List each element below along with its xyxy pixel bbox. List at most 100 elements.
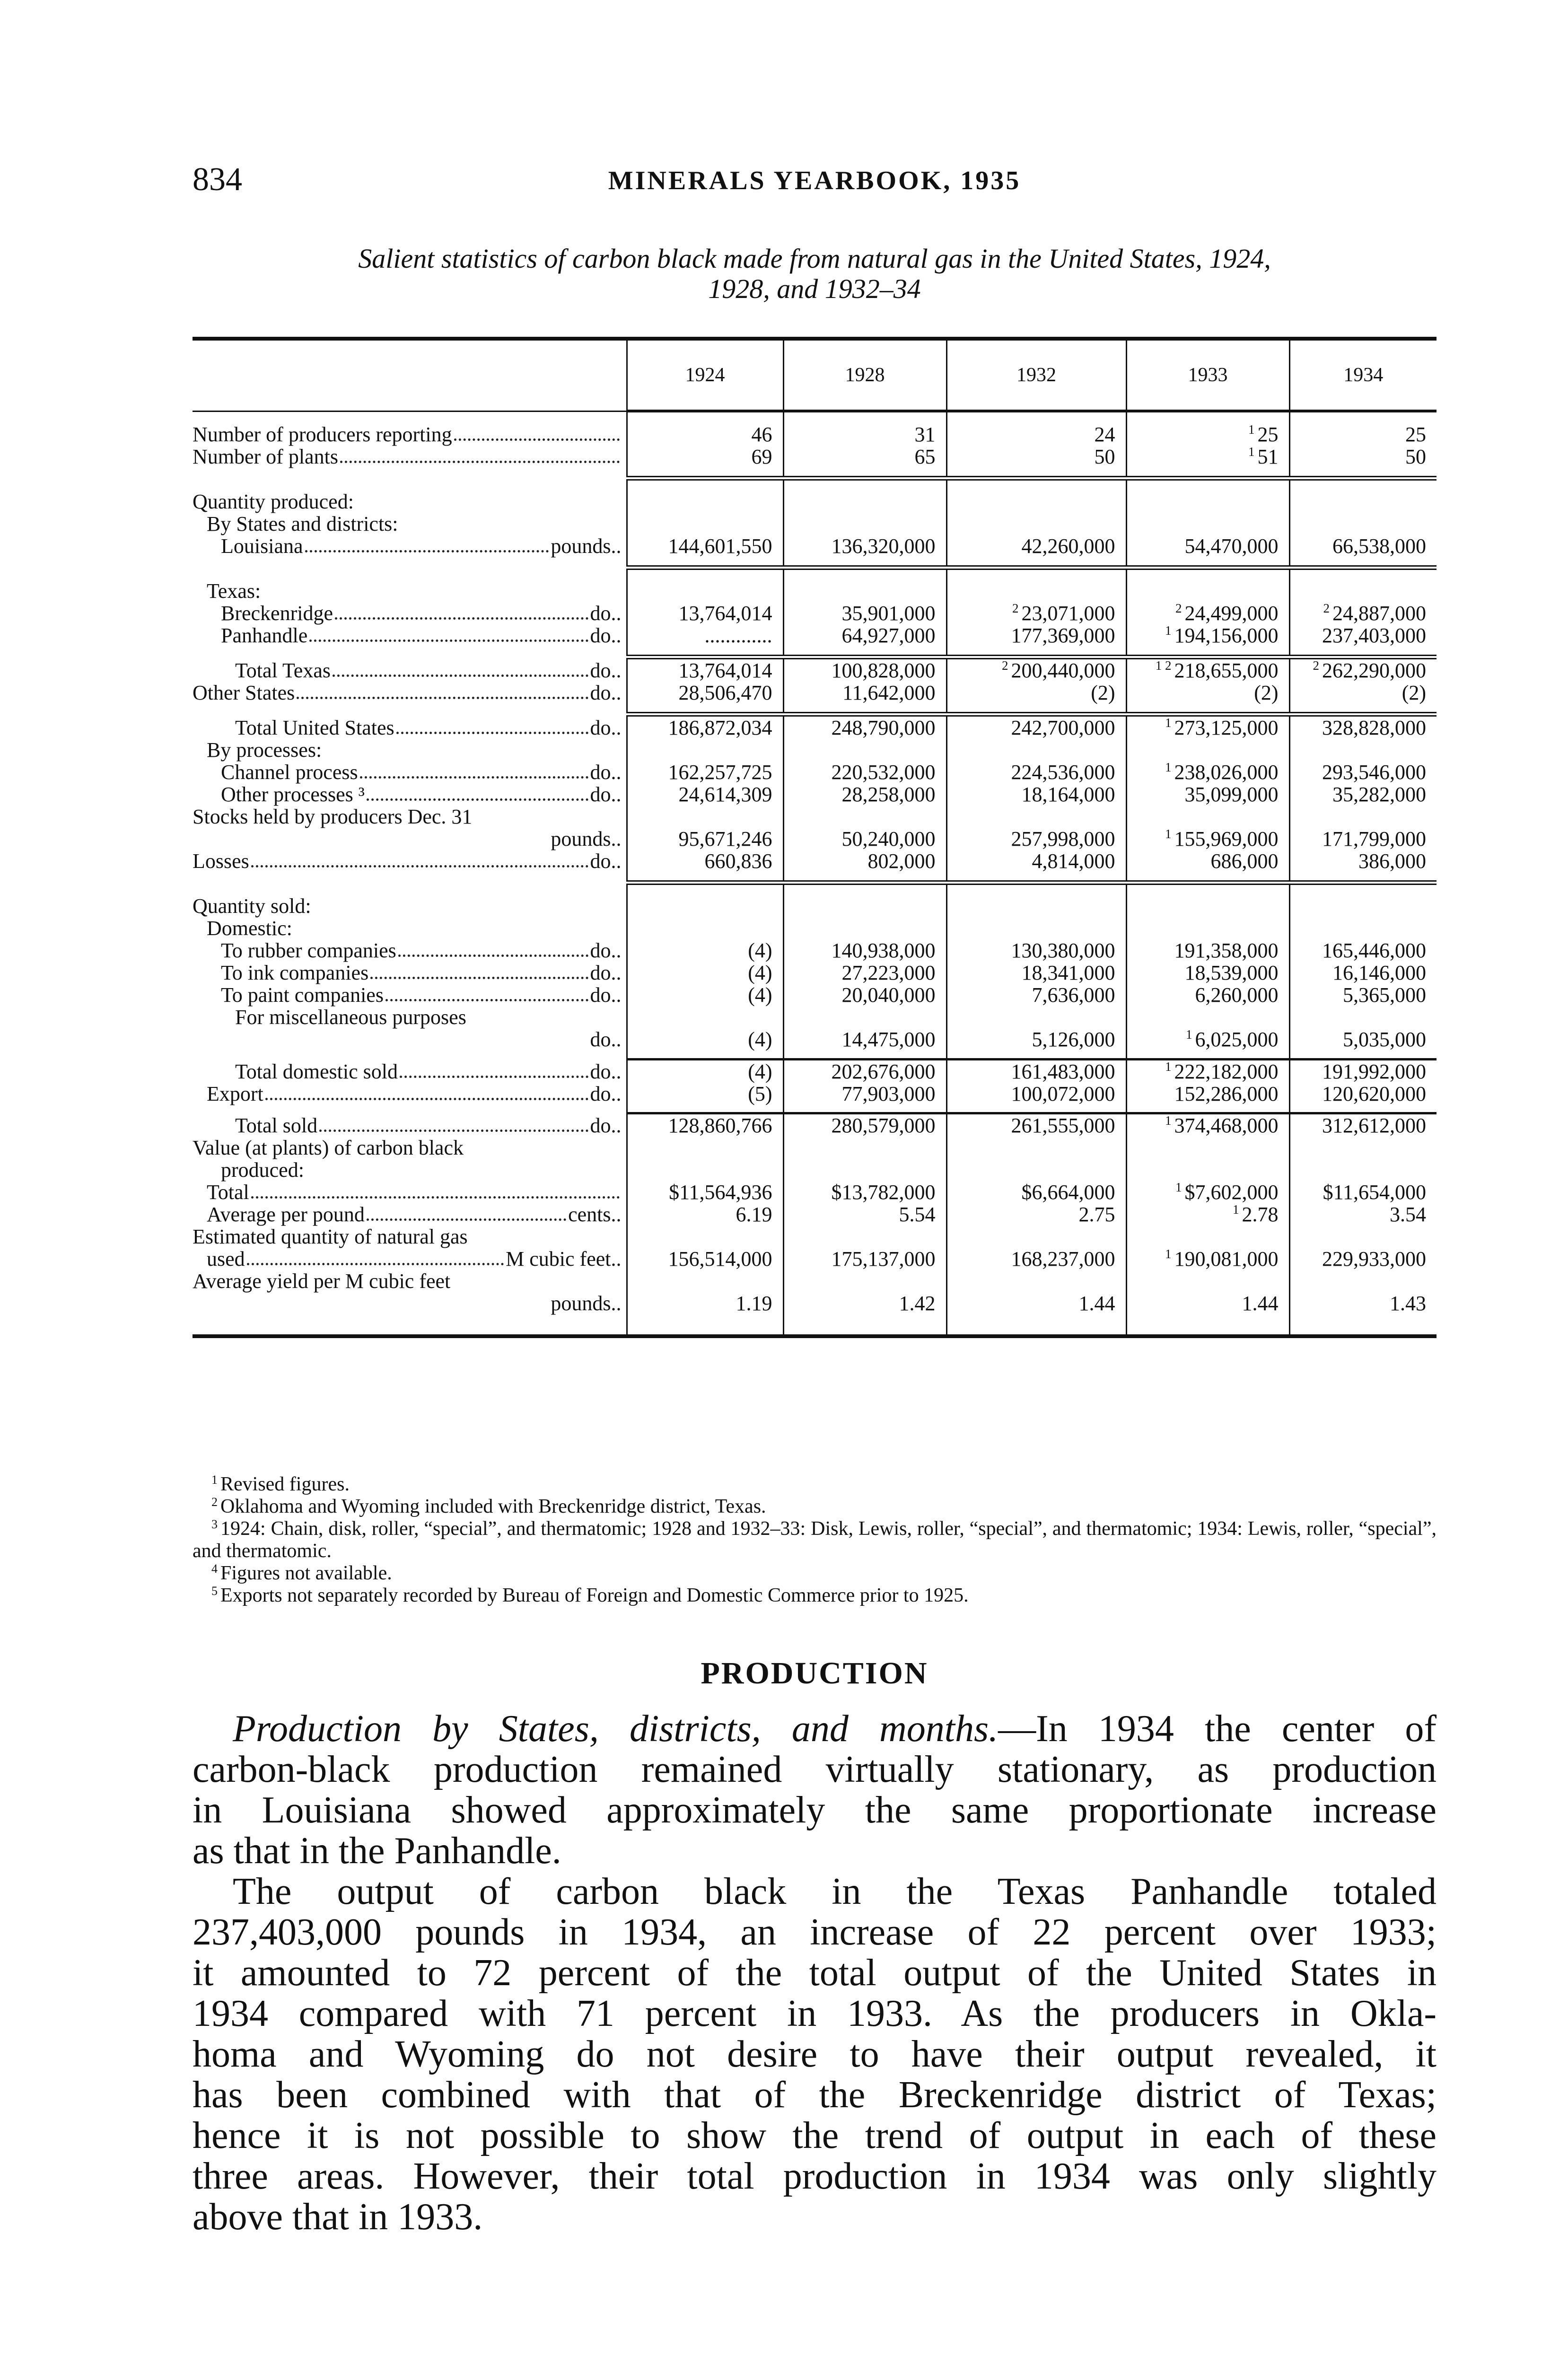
row-label-cell: Quantity sold: — [193, 895, 627, 917]
cell-value: $6,664,000 — [1021, 1181, 1115, 1204]
table-row: Losses do 660,836 802,000 4,814,000 686,000 38… — [193, 850, 1437, 872]
table-row: produced: — [193, 1159, 1437, 1181]
table-cell — [1288, 568, 1437, 580]
cell-value: $11,564,936 — [669, 1181, 772, 1204]
table-cell — [1125, 704, 1289, 717]
table-cell — [946, 1051, 1126, 1060]
table-row: Total Texasdo13,764,014100,828,0002200,4… — [193, 657, 1437, 682]
unit-label: pounds — [551, 828, 621, 850]
value-cell — [946, 1226, 1126, 1248]
cell-value: 6.19 — [736, 1203, 772, 1226]
row-label-cell: Average yield per M cubic feet — [193, 1270, 627, 1292]
table-cell — [1125, 468, 1289, 481]
footnote-ref: 1 — [1248, 445, 1255, 459]
table-row: Number of producers reporting 46 31 24 1 25 25 — [193, 423, 1437, 446]
cell-value: 229,933,000 — [1322, 1247, 1426, 1270]
table-row: Stocks held by producers Dec. 31 — [193, 806, 1437, 828]
cell-value: (2) — [1402, 681, 1426, 704]
cell-value: 171,799,000 — [1322, 827, 1426, 850]
cell-value: 686,000 — [1210, 850, 1279, 873]
row-label-text: Total Texas — [235, 659, 331, 682]
table-cell — [946, 478, 1126, 491]
cell-value: 16,146,000 — [1332, 961, 1426, 984]
text-line: it amounted to 72 percent of the total o… — [193, 1952, 1437, 1994]
value-cell: 3.54 — [1288, 1203, 1437, 1226]
value-cell — [626, 1006, 783, 1028]
cell-value: 24 — [1094, 423, 1115, 446]
value-cell — [1288, 580, 1437, 602]
row-label: Breckenridge do — [193, 602, 622, 624]
cell-value: 248,790,000 — [831, 716, 936, 739]
row-label: Number of plants — [193, 446, 622, 468]
table-cell — [626, 411, 783, 423]
row-label-cell: Number of producers reporting — [193, 423, 627, 446]
cell-value: 18,341,000 — [1021, 961, 1115, 984]
value-cell: 1 2 218,655,000 — [1125, 657, 1289, 682]
value-cell: 202,676,000 — [782, 1059, 946, 1083]
value-cell: 25 — [1288, 423, 1437, 446]
value-cell — [946, 739, 1126, 761]
value-cell: $11,654,000 — [1288, 1181, 1437, 1203]
row-label-text: produced: — [221, 1158, 304, 1182]
cell-value: 224,536,000 — [1011, 761, 1115, 784]
value-cell — [782, 580, 946, 602]
row-label-cell: Value (at plants) of carbon black — [193, 1137, 627, 1159]
table-cell — [1288, 478, 1437, 491]
cell-value: 28,258,000 — [841, 783, 936, 806]
table-cell — [1125, 568, 1289, 580]
cell-value: 13,764,014 — [678, 659, 772, 682]
value-cell — [626, 513, 783, 535]
value-cell — [946, 580, 1126, 602]
row-label: To ink companies do — [193, 962, 622, 984]
leader-dots — [251, 1196, 620, 1199]
cell-value: 24,614,309 — [678, 783, 772, 806]
value-cell: 120,620,000 — [1288, 1082, 1437, 1105]
value-cell — [1288, 895, 1437, 917]
leader-dots — [297, 697, 588, 699]
value-cell: 5,035,000 — [1288, 1028, 1437, 1051]
value-cell: 1 25 — [1125, 423, 1289, 446]
table-cell — [626, 647, 783, 659]
row-label-text: Quantity produced: — [193, 490, 354, 513]
cell-value: 65 — [914, 445, 936, 468]
value-cell: 177,369,000 — [946, 624, 1126, 647]
row-label-cell: Panhandle do — [193, 624, 627, 647]
footnote-number: 3 — [211, 1517, 218, 1531]
table-cell — [946, 557, 1126, 570]
table-spacer — [193, 883, 1437, 895]
value-cell: 1 2.78 — [1125, 1203, 1289, 1226]
table-rule — [193, 557, 1437, 570]
text-line: The output of carbon black in the Texas … — [233, 1871, 1437, 1912]
row-label-cell: used M cubic feet — [193, 1248, 627, 1270]
unit-label: do — [590, 984, 622, 1006]
leader-dots — [251, 865, 588, 867]
leader-dots — [305, 550, 549, 552]
value-cell — [782, 1006, 946, 1028]
row-label: pounds — [193, 1292, 622, 1314]
row-label-cell: To paint companies do — [193, 984, 627, 1006]
table-row: pounds 95,671,246 50,240,000 257,998,000 115… — [193, 828, 1437, 850]
row-label-cell: Domestic: — [193, 917, 627, 939]
row-label: pounds — [193, 828, 622, 850]
text-line: Production by States, districts, and mon… — [193, 1708, 1437, 1749]
cell-value: 386,000 — [1358, 850, 1426, 873]
leader-dots — [370, 977, 588, 979]
row-label-cell: pounds — [193, 1292, 627, 1314]
row-label-text: By processes: — [207, 738, 322, 762]
footnote-ref: 1 — [1165, 1247, 1172, 1261]
footnote-text: 1924: Chain, disk, roller, “special”, an… — [193, 1518, 1437, 1562]
cell-value: 5.54 — [899, 1203, 936, 1226]
table-cell — [193, 704, 627, 714]
table-cell — [782, 872, 946, 885]
table-row: Quantity sold: — [193, 895, 1437, 917]
footnote-text: Figures not available. — [220, 1562, 392, 1584]
footnote-number: 1 — [211, 1473, 218, 1487]
table-cell — [626, 1314, 783, 1338]
footnote: 4 Figures not available. — [193, 1562, 1437, 1585]
cell-value: 35,901,000 — [841, 602, 936, 625]
footnote-ref: 2 — [1012, 601, 1019, 615]
cell-value: 35,099,000 — [1184, 783, 1279, 806]
value-cell — [1125, 1226, 1289, 1248]
cell-value: 77,903,000 — [841, 1082, 936, 1105]
table-row: Breckenridgedo13,764,01435,901,000223,07… — [193, 602, 1437, 624]
